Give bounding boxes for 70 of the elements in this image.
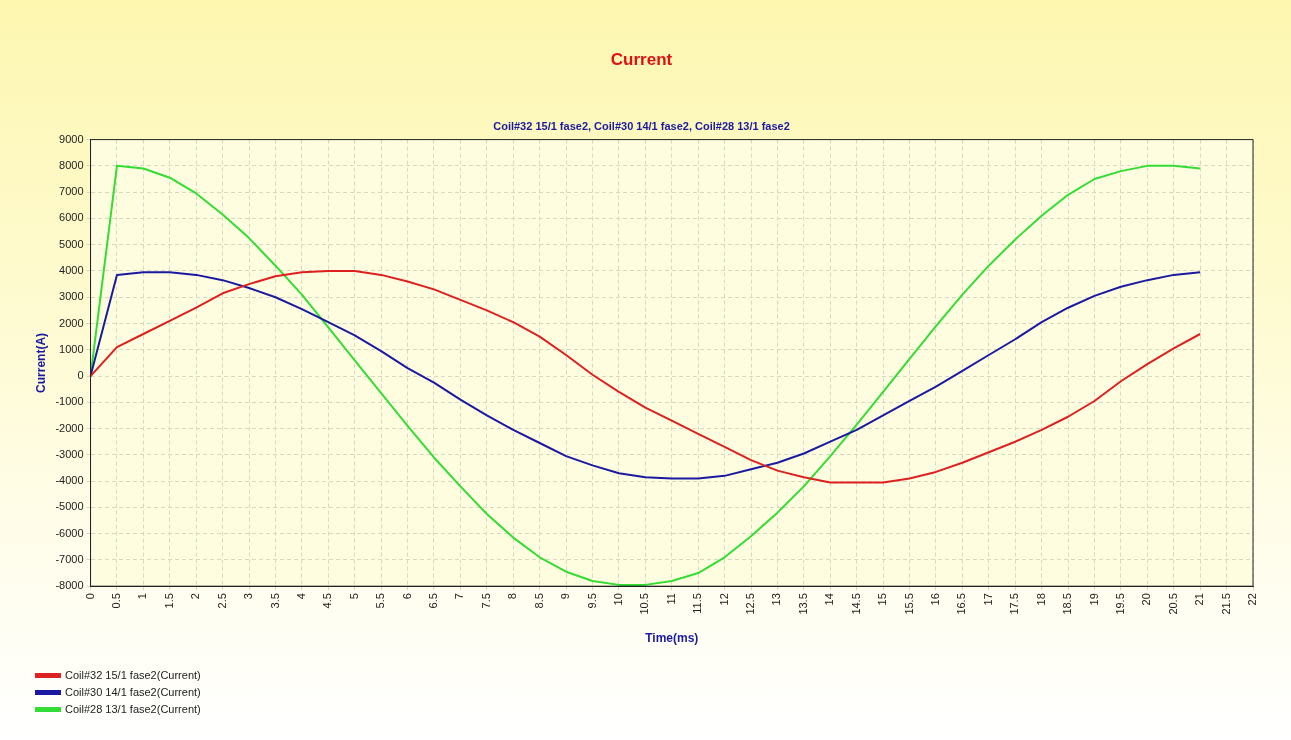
y-tick-label: 8000 [59, 158, 84, 171]
x-tick-label: 18.5 [1061, 593, 1074, 615]
x-tick-label: 20 [1140, 593, 1153, 606]
x-axis-title: Time(ms) [645, 631, 699, 646]
x-tick-label: 19.5 [1113, 593, 1126, 615]
x-tick-label: 2 [189, 593, 202, 600]
y-tick-label: -3000 [55, 447, 84, 460]
legend-label: Coil#32 15/1 fase2(Current) [65, 668, 201, 683]
x-tick-label: 7.5 [479, 593, 492, 609]
y-tick-label: 6000 [59, 211, 84, 224]
x-tick-label: 9 [559, 593, 572, 600]
x-tick-label: 0 [83, 593, 96, 600]
x-tick-label: 9.5 [585, 593, 598, 609]
y-tick-label: -6000 [55, 526, 84, 539]
x-tick-label: 3 [242, 593, 255, 600]
x-tick-label: 17.5 [1008, 593, 1021, 615]
x-tick-label: 6 [400, 593, 413, 600]
x-tick-label: 5.5 [374, 593, 387, 609]
x-tick-label: 2.5 [215, 593, 228, 609]
x-tick-label: 11.5 [691, 593, 704, 614]
y-tick-label: 5000 [59, 237, 84, 250]
y-tick-label: -4000 [55, 474, 84, 487]
x-tick-label: 21 [1193, 593, 1206, 606]
x-tick-label: 18 [1034, 593, 1047, 606]
x-tick-label: 13.5 [796, 593, 809, 615]
y-tick-label: 2000 [59, 316, 84, 329]
x-tick-label: 14.5 [849, 593, 862, 615]
x-tick-label: 4 [294, 593, 307, 600]
legend-label: Coil#30 14/1 fase2(Current) [65, 685, 201, 700]
chart-subtitle: Coil#32 15/1 fase2, Coil#30 14/1 fase2, Coil#28 13/1 fase2 [493, 120, 790, 133]
x-tick-label: 5 [347, 593, 360, 600]
x-tick-label: 14 [823, 593, 836, 606]
x-tick-label: 13 [770, 593, 783, 606]
legend-label: Coil#28 13/1 fase2(Current) [65, 702, 201, 717]
x-tick-label: 8 [506, 593, 519, 600]
y-tick-label: -1000 [55, 395, 84, 408]
y-axis-title: Current(A) [33, 332, 48, 393]
x-tick-label: 20.5 [1166, 593, 1179, 615]
y-tick-label: -8000 [55, 579, 84, 592]
x-tick-label: 19 [1087, 593, 1100, 606]
x-tick-label: 16.5 [955, 593, 968, 615]
y-tick-label: 4000 [59, 263, 84, 276]
x-tick-label: 3.5 [268, 593, 281, 609]
x-tick-label: 15 [876, 593, 889, 606]
y-tick-label: 7000 [59, 185, 84, 198]
x-tick-label: 21.5 [1219, 593, 1232, 615]
x-tick-label: 12.5 [744, 593, 757, 615]
x-tick-label: 7 [453, 593, 466, 600]
y-tick-label: 1000 [59, 342, 84, 355]
x-tick-label: 10 [611, 593, 624, 606]
y-tick-label: -5000 [55, 500, 84, 513]
x-tick-label: 4.5 [321, 593, 334, 609]
y-tick-label: 9000 [59, 132, 84, 145]
x-tick-label: 10.5 [638, 593, 651, 615]
x-tick-label: 11 [664, 593, 677, 605]
x-tick-label: 8.5 [532, 593, 545, 609]
chart-title: Current [610, 49, 673, 69]
x-tick-label: 17 [981, 593, 994, 606]
y-tick-label: 0 [77, 369, 84, 382]
x-tick-label: 22 [1246, 593, 1259, 606]
x-tick-label: 16 [928, 593, 941, 606]
x-tick-label: 12 [717, 593, 730, 606]
x-tick-label: 6.5 [427, 593, 440, 609]
x-tick-label: 1.5 [162, 593, 175, 609]
y-tick-label: -7000 [55, 552, 84, 565]
x-tick-label: 1 [136, 593, 149, 600]
x-tick-label: 15.5 [902, 593, 915, 615]
x-tick-label: 0.5 [109, 593, 122, 609]
y-tick-label: 3000 [59, 290, 84, 303]
y-tick-label: -2000 [55, 421, 84, 434]
